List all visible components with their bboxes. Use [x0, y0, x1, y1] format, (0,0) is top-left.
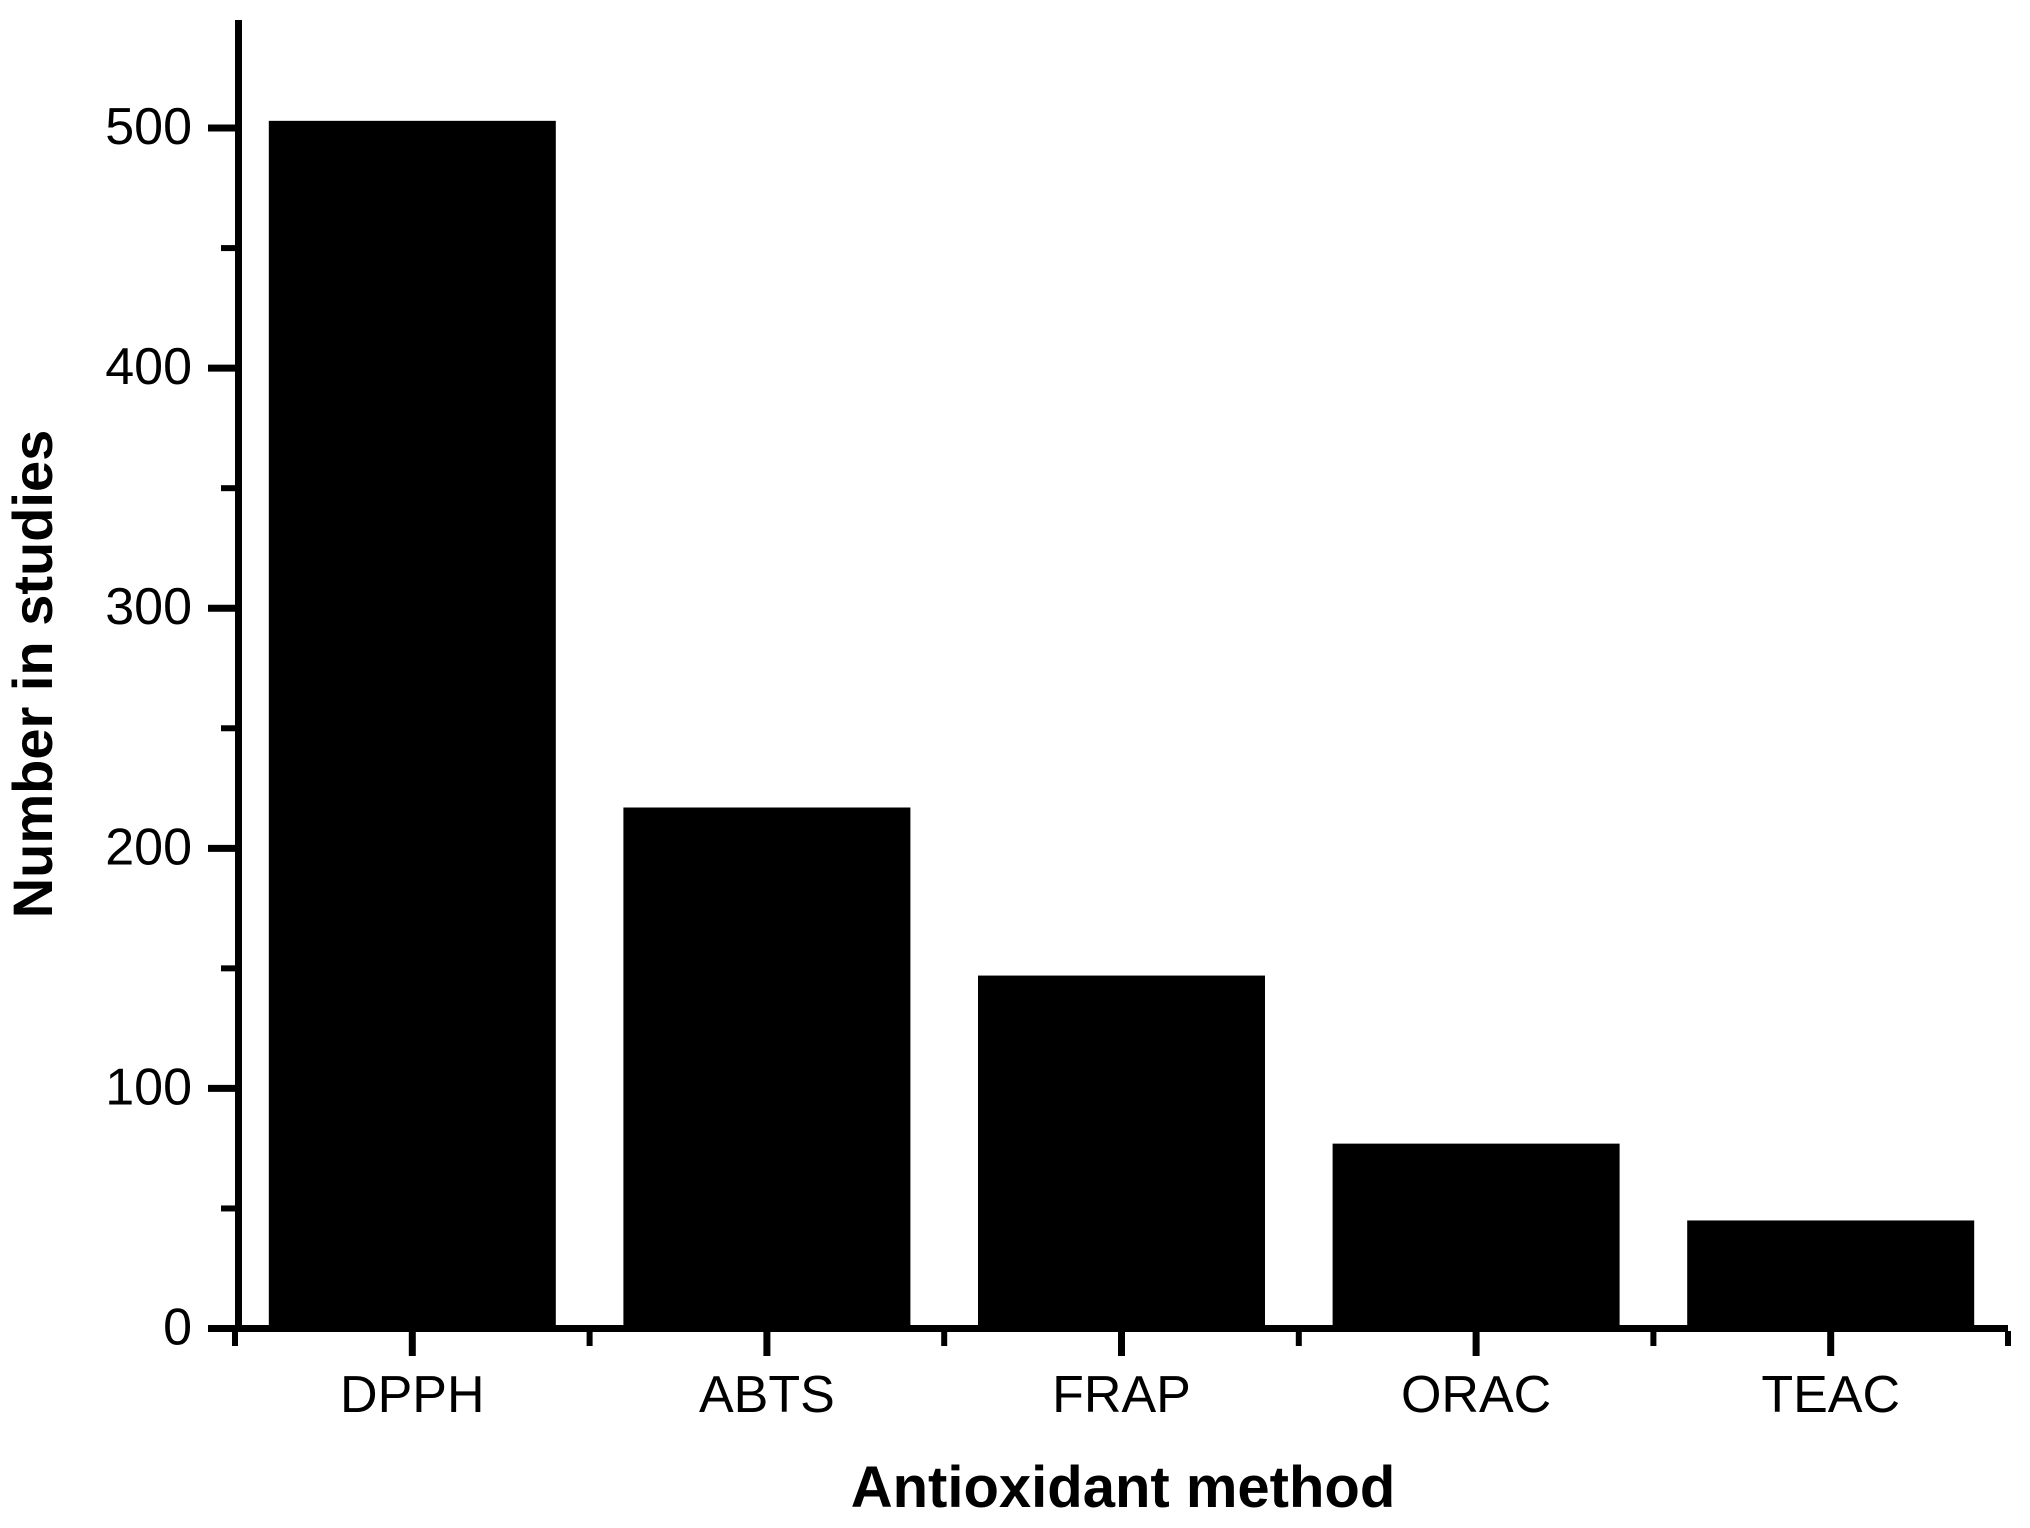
- x-tick-label-orac: ORAC: [1401, 1366, 1551, 1424]
- y-tick-labels: 0 100 200 300 400 500: [105, 98, 192, 1356]
- x-axis-ticks: [232, 1331, 2011, 1356]
- axes: [235, 20, 2008, 1332]
- bars-group: [268, 120, 1975, 1331]
- bar-abts: [623, 807, 911, 1331]
- x-tick-labels: DPPH ABTS FRAP ORAC TEAC: [340, 1366, 1900, 1424]
- y-tick-label-300: 300: [105, 578, 192, 636]
- y-axis-title: Number in studies: [1, 430, 64, 919]
- x-tick-label-abts: ABTS: [699, 1366, 835, 1424]
- x-tick-label-frap: FRAP: [1052, 1366, 1191, 1424]
- x-axis-title: Antioxidant method: [851, 1455, 1396, 1520]
- y-axis-ticks: [208, 124, 236, 1332]
- y-tick-label-400: 400: [105, 338, 192, 396]
- bar-teac: [1687, 1220, 1975, 1331]
- x-tick-label-dpph: DPPH: [340, 1366, 484, 1424]
- y-tick-label-100: 100: [105, 1058, 192, 1116]
- y-tick-label-500: 500: [105, 98, 192, 156]
- bar-dpph: [268, 120, 556, 1331]
- bar-frap: [978, 975, 1265, 1331]
- y-tick-label-200: 200: [105, 818, 192, 876]
- y-tick-label-0: 0: [163, 1299, 192, 1357]
- x-tick-label-teac: TEAC: [1761, 1366, 1900, 1424]
- bar-orac: [1332, 1143, 1620, 1331]
